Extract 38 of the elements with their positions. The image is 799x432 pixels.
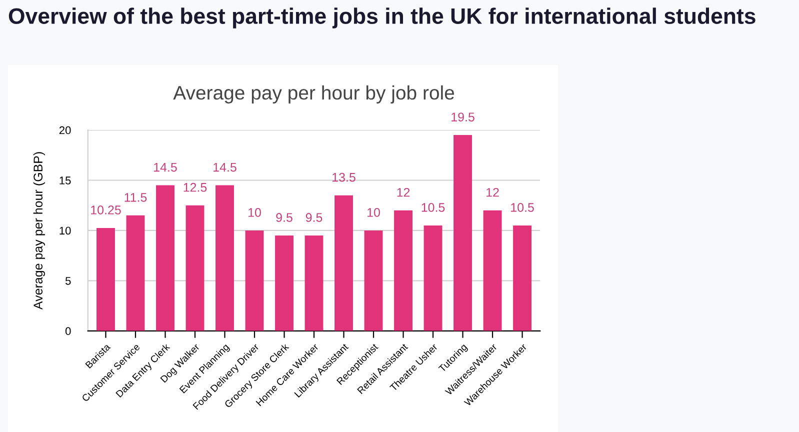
y-axis-title: Average pay per hour (GBP): [33, 152, 45, 310]
text: Overview of the best part-time jobs in the UK for international students: [8, 8, 756, 28]
bar: [364, 230, 383, 331]
bar: [186, 205, 204, 331]
data-label: 14.5: [154, 162, 177, 172]
y-tick-label: 20: [59, 126, 71, 134]
bar: [304, 235, 324, 331]
bar: [275, 235, 294, 331]
bar: [334, 195, 353, 331]
bar: [424, 225, 442, 331]
data-label: 9.5: [276, 213, 292, 222]
bar: [394, 210, 412, 331]
data-label: 12.5: [184, 182, 207, 192]
data-label: 10.5: [511, 203, 534, 212]
y-tick-label: 5: [65, 277, 71, 285]
data-label: 12: [486, 188, 499, 197]
y-tick-label: 10: [60, 226, 71, 235]
bar: [483, 210, 502, 331]
data-label: 10: [368, 208, 380, 217]
data-label: 19.5: [452, 112, 474, 122]
data-label: 9.5: [306, 213, 322, 222]
y-tick-label: 0: [65, 327, 71, 336]
chart-title: Average pay per hour by job role: [173, 85, 454, 104]
data-label: 10: [248, 208, 261, 217]
data-label: 13.5: [332, 172, 356, 182]
bar: [96, 228, 115, 331]
data-label: 12: [397, 188, 410, 197]
bar: [245, 230, 264, 331]
bar: [156, 185, 174, 331]
data-label: 10.5: [422, 203, 445, 212]
data-label: 11.5: [124, 193, 147, 202]
bar: [126, 215, 145, 331]
y-tick-label: 15: [60, 176, 71, 184]
data-label: 14.5: [214, 162, 236, 172]
bar: [513, 225, 532, 331]
data-label: 10.25: [91, 206, 121, 214]
bar: [454, 135, 472, 331]
bar: [216, 185, 234, 331]
